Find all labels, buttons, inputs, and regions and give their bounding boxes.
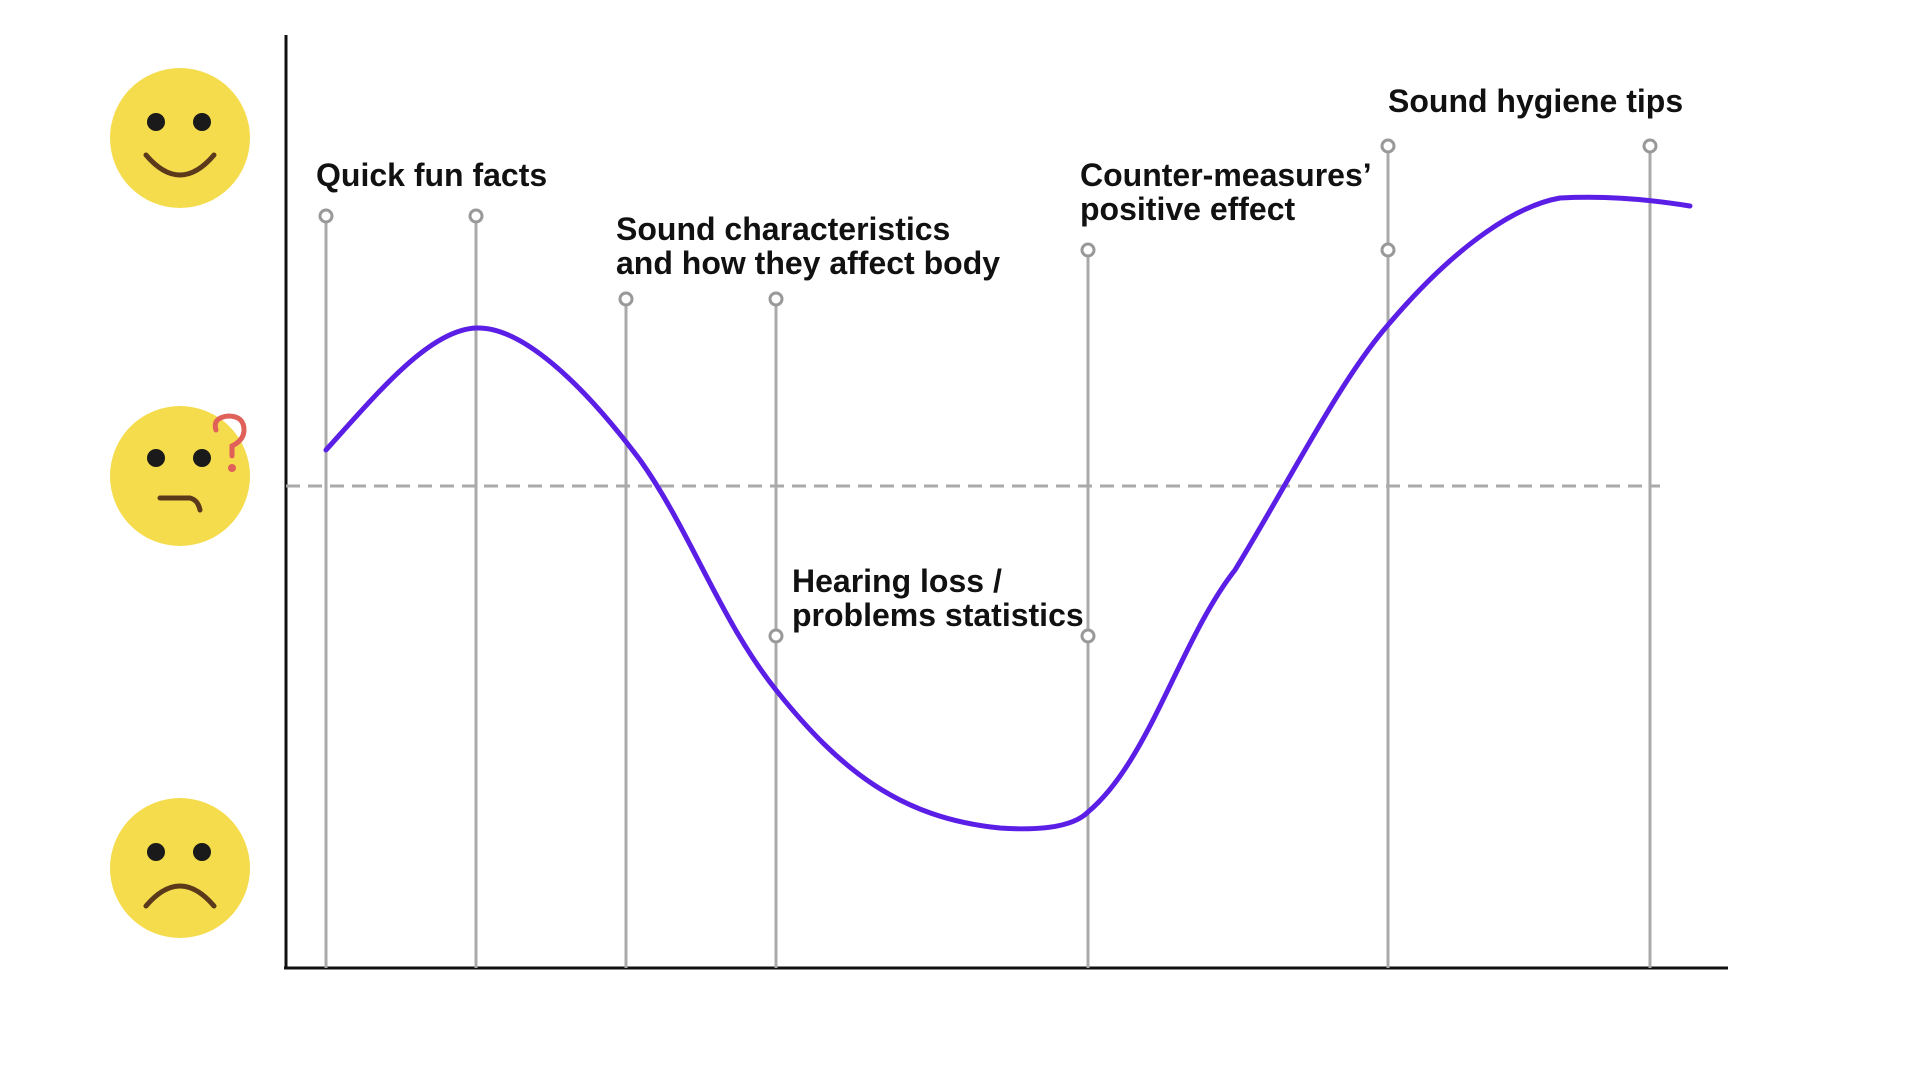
label-hearing-loss: Hearing loss / problems statistics — [792, 563, 1084, 633]
engagement-curve — [323, 194, 1693, 832]
confused-face-icon — [110, 406, 250, 546]
segment-markers — [318, 138, 1658, 968]
marker-sound-characteristics-start — [618, 291, 634, 968]
marker-hearing-loss-start — [768, 628, 784, 644]
label-sound-hygiene: Sound hygiene tips — [1388, 83, 1683, 119]
sad-face-icon — [110, 798, 250, 938]
label-sound-characteristics: Sound characteristics and how they affec… — [616, 211, 1000, 281]
marker-quick-fun-facts-start — [318, 208, 334, 968]
marker-hearing-loss-end — [1080, 242, 1096, 968]
happy-face-icon — [110, 68, 250, 208]
label-counter-measures: Counter-measures’ positive effect — [1080, 157, 1379, 227]
question-mark-icon — [212, 413, 247, 472]
marker-sound-hygiene-end — [1642, 138, 1658, 968]
label-quick-fun-facts: Quick fun facts — [316, 157, 547, 193]
marker-quick-fun-facts-end — [468, 208, 484, 968]
marker-counter-measures-end — [1380, 138, 1396, 968]
